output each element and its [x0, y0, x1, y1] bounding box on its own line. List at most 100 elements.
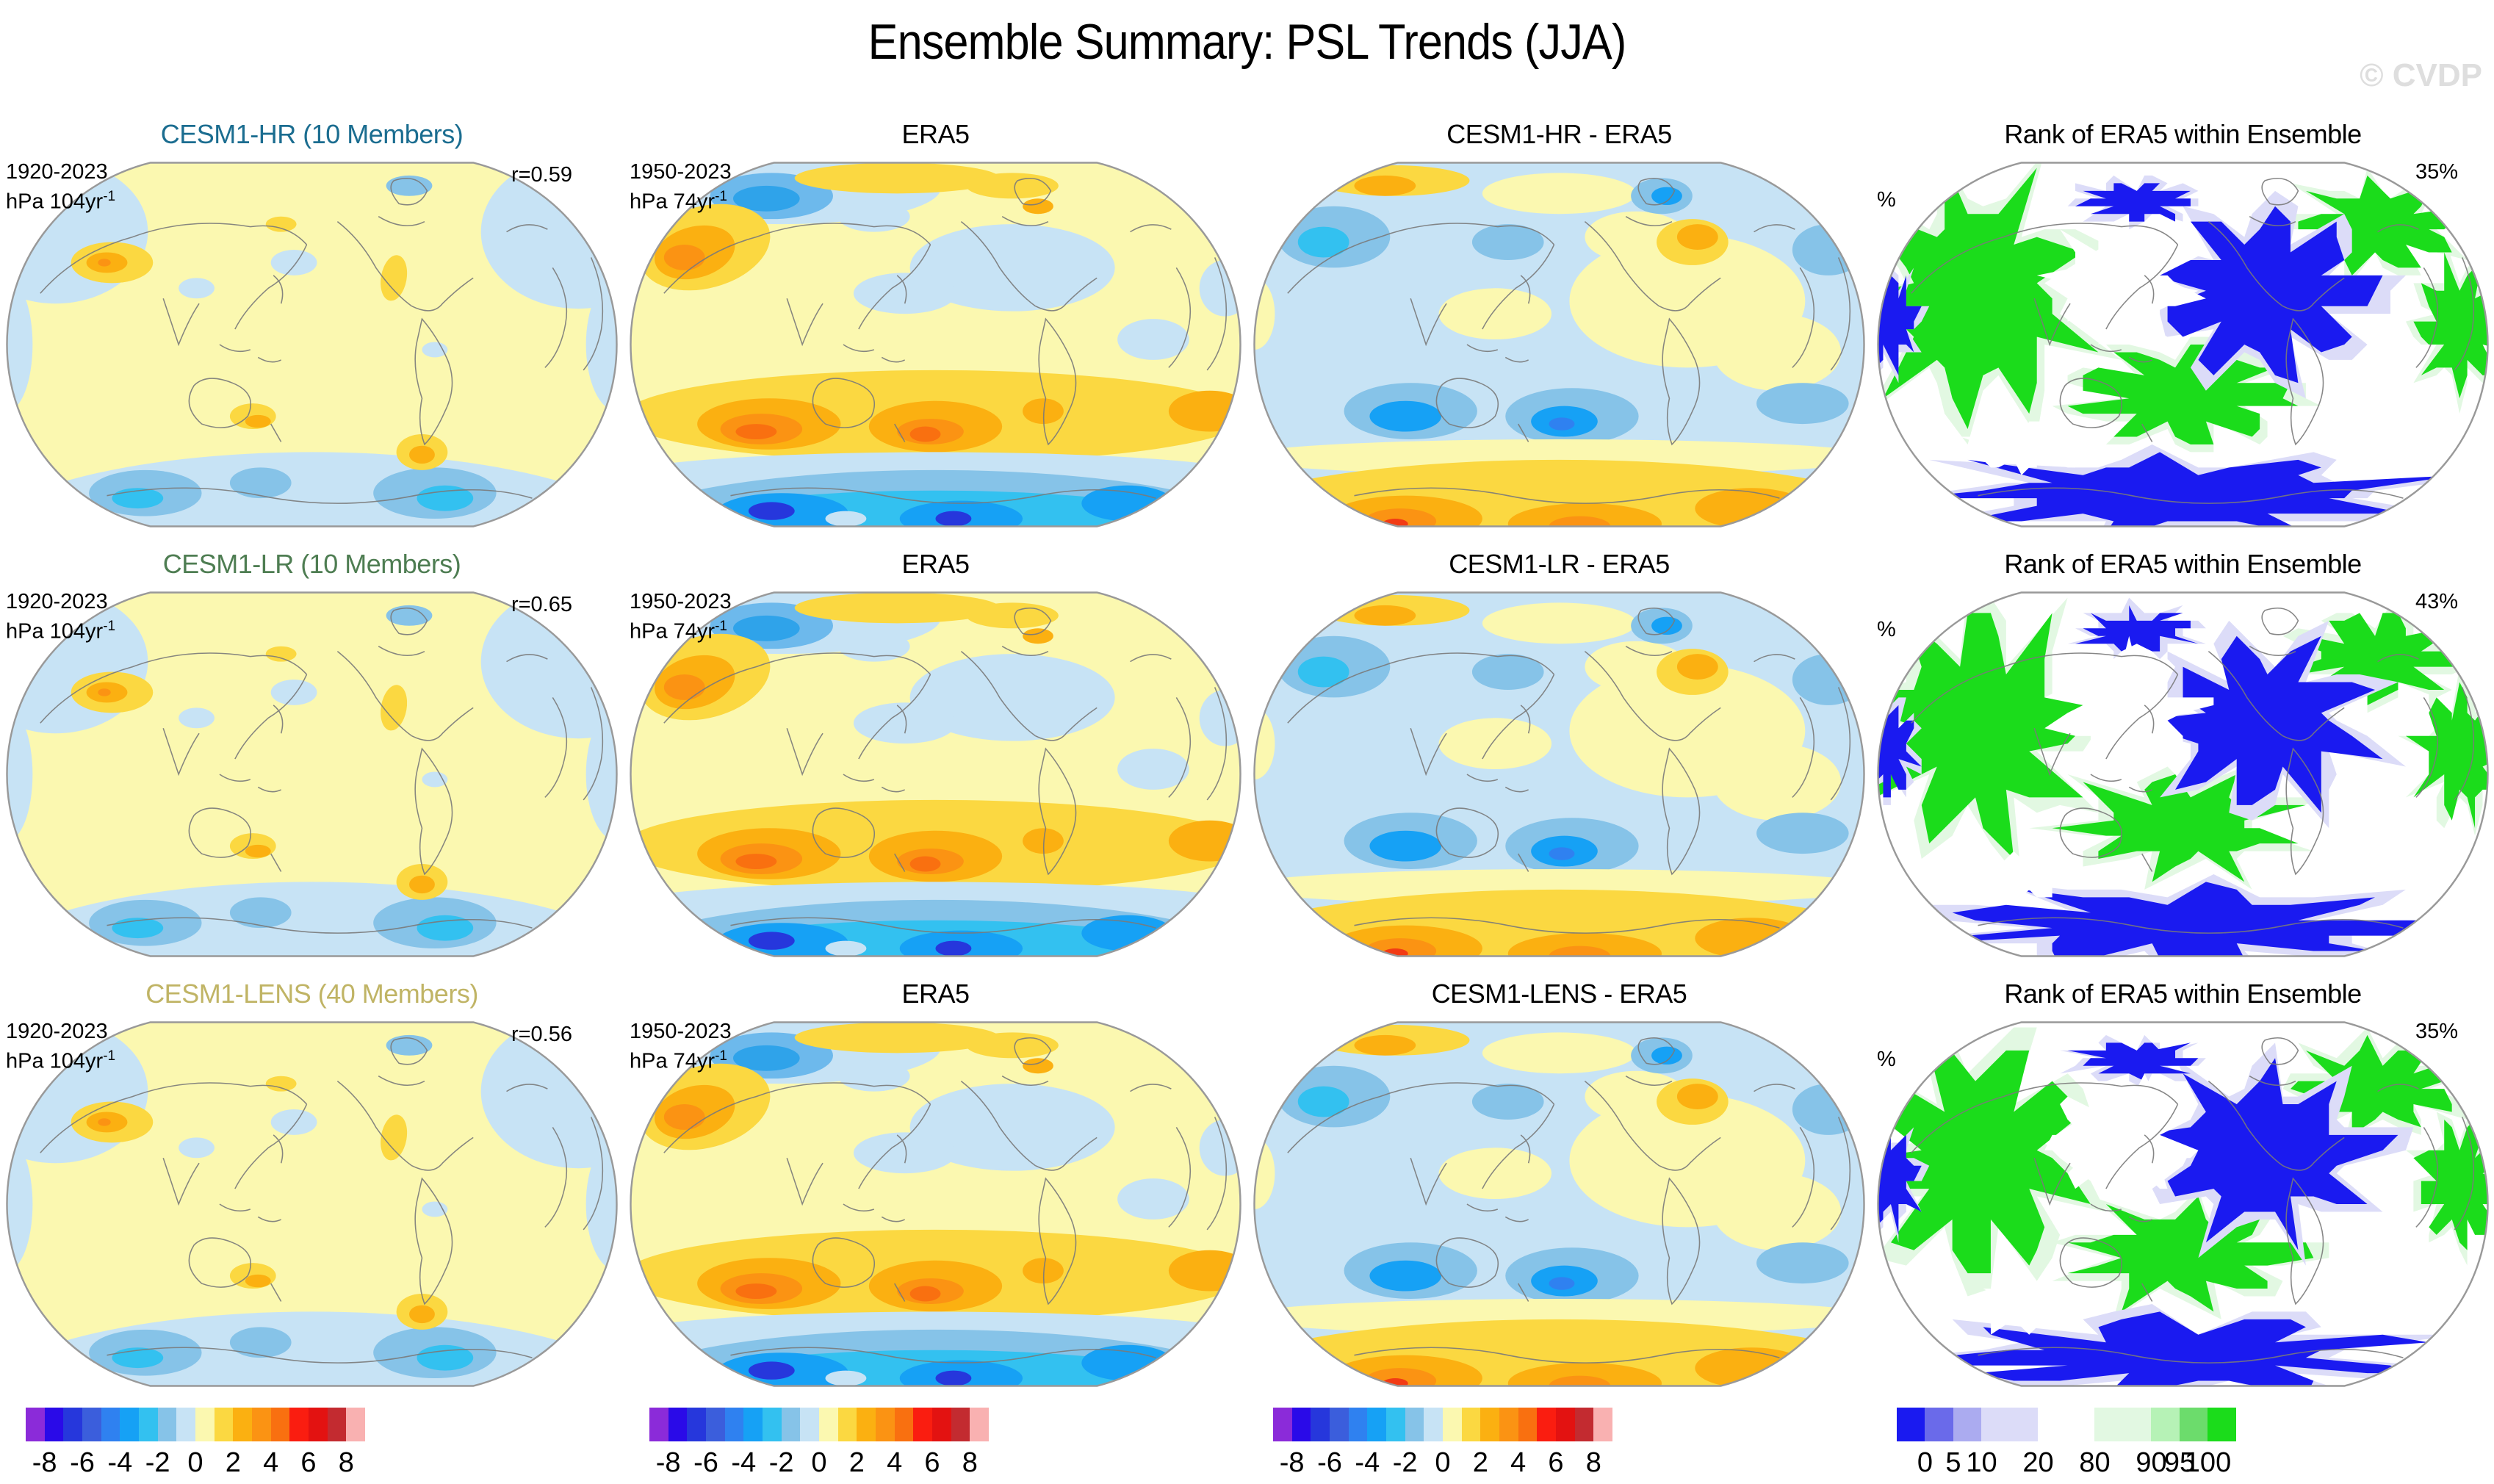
colorbar-tick-label: 8 — [962, 1447, 978, 1478]
trend-period-label: 1950-2023 — [630, 590, 732, 613]
colorbar-segment — [308, 1408, 328, 1441]
world-map-model-trend — [6, 591, 618, 957]
colorbar-segment — [743, 1408, 763, 1441]
colorbar-tick-label: -4 — [107, 1447, 133, 1478]
map-panel-r3c1: CESM1-LENS (40 Members) 1920-2023 hPa 104… — [0, 977, 624, 1407]
pattern-correlation-label: r=0.65 — [511, 593, 572, 616]
trend-period-label: 1950-2023 — [630, 160, 732, 184]
trend-period-label: 1950-2023 — [630, 1020, 732, 1043]
colorbar-segment — [913, 1408, 932, 1441]
panel-title: ERA5 — [901, 979, 970, 1009]
colorbar-segment — [1499, 1408, 1518, 1441]
colorbar-tick-label: -2 — [1392, 1447, 1418, 1478]
panel-title: CESM1-LR - ERA5 — [1449, 549, 1670, 579]
colorbar-segment — [26, 1408, 45, 1441]
rank-colorbar: 0 5 10 20 80 90 95 100 — [1897, 1408, 2236, 1478]
colorbar-segment — [195, 1408, 215, 1441]
colorbar-tick-label: 0 — [187, 1447, 203, 1478]
colorbar-segment — [931, 1408, 951, 1441]
colorbar-tick-label: 80 — [2079, 1447, 2111, 1478]
map-panel-r2c4: Rank of ERA5 within Ensemble % 43% — [1871, 547, 2494, 977]
trend-period-label: 1920-2023 — [6, 160, 108, 184]
colorbar-tick-label: 4 — [887, 1447, 903, 1478]
colorbar-segment — [781, 1408, 801, 1441]
colorbar-segment — [894, 1408, 914, 1441]
colorbar-tick-label: 2 — [848, 1447, 865, 1478]
panel-title: Rank of ERA5 within Ensemble — [2004, 979, 2362, 1009]
pattern-correlation-label: r=0.56 — [511, 1023, 572, 1046]
map-area — [628, 160, 1243, 529]
colorbar-segment — [346, 1408, 365, 1441]
map-panel-r3c3: CESM1-LENS - ERA5 — [1247, 977, 1871, 1407]
colorbar-tick-label: 8 — [1585, 1447, 1601, 1478]
colorbar-segment — [1981, 1408, 2039, 1441]
colorbar-segment — [44, 1408, 64, 1441]
map-panel-r3c4: Rank of ERA5 within Ensemble % 35% — [1871, 977, 2494, 1407]
trend-units-label: hPa 74yr-1 — [630, 619, 727, 644]
colorbar-tick-label: 2 — [225, 1447, 241, 1478]
trend-period-label: 1920-2023 — [6, 590, 108, 613]
map-area — [1875, 1020, 2490, 1388]
colorbar-tick-label: 6 — [300, 1447, 317, 1478]
panel-title: CESM1-LENS (40 Members) — [145, 979, 478, 1009]
trend-colorbar: -8 -6 -4 -2 0 2 4 6 8 — [1273, 1408, 1612, 1478]
rank-units-label: % — [1877, 188, 1896, 212]
colorbar-segment — [649, 1408, 668, 1441]
map-area — [4, 1020, 619, 1388]
colorbar-segment — [818, 1408, 838, 1441]
colorbar-segment — [1367, 1408, 1386, 1441]
colorbar-segment — [2151, 1408, 2180, 1441]
panel-title: Rank of ERA5 within Ensemble — [2004, 119, 2362, 149]
trend-units-label: hPa 104yr-1 — [6, 1048, 116, 1073]
colorbar-segment — [762, 1408, 782, 1441]
rank-percent-label: 43% — [2415, 590, 2458, 613]
trend-units-label: hPa 104yr-1 — [6, 189, 116, 214]
map-panel-r1c4: Rank of ERA5 within Ensemble % 35% — [1871, 118, 2494, 547]
colorbar-segment — [724, 1408, 744, 1441]
colorbar-segment — [1405, 1408, 1424, 1441]
colorbar-segment — [875, 1408, 895, 1441]
map-panel-r2c3: CESM1-LR - ERA5 — [1247, 547, 1871, 977]
map-area — [1252, 1020, 1867, 1388]
world-map-rank — [1877, 162, 2489, 527]
colorbar-tick-label: 8 — [338, 1447, 354, 1478]
world-map-model-trend — [6, 162, 618, 527]
world-map-diff — [1253, 1021, 1865, 1387]
colorbar-segment — [1424, 1408, 1443, 1441]
map-area — [4, 160, 619, 529]
trend-period-label: 1920-2023 — [6, 1020, 108, 1043]
colorbar-tick-label: -6 — [1317, 1447, 1342, 1478]
world-map-diff — [1253, 162, 1865, 527]
colorbar-segment — [1291, 1408, 1311, 1441]
map-area — [4, 590, 619, 959]
panel-title: ERA5 — [901, 549, 970, 579]
panel-title: CESM1-LENS - ERA5 — [1431, 979, 1687, 1009]
colorbar-tick-label: 0 — [1435, 1447, 1451, 1478]
map-panel-r2c1: CESM1-LR (10 Members) 1920-2023 hPa 104yr… — [0, 547, 624, 977]
colorbar-segment — [2179, 1408, 2208, 1441]
world-map-rank — [1877, 591, 2489, 957]
colorbar-tick-label: -2 — [768, 1447, 794, 1478]
colorbar-segment — [157, 1408, 177, 1441]
colorbar-segment — [1953, 1408, 1982, 1441]
colorbar-segment — [1461, 1408, 1481, 1441]
colorbar-segment — [1555, 1408, 1575, 1441]
colorbar-segment — [2094, 1408, 2152, 1441]
colorbar-segment — [1273, 1408, 1292, 1441]
colorbar-tick-label: -2 — [145, 1447, 170, 1478]
colorbar-segment — [1518, 1408, 1538, 1441]
colorbar-tick-label: -6 — [693, 1447, 718, 1478]
colorbar-tick-label: 20 — [2022, 1447, 2054, 1478]
colorbar-segment — [1480, 1408, 1499, 1441]
map-area — [1875, 160, 2490, 529]
map-area — [1875, 590, 2490, 959]
trend-units-label: hPa 104yr-1 — [6, 619, 116, 644]
rank-percent-label: 35% — [2415, 1020, 2458, 1043]
trend-units-label: hPa 74yr-1 — [630, 1048, 727, 1073]
colorbar-segment — [120, 1408, 139, 1441]
colorbar-tick-label: 2 — [1472, 1447, 1488, 1478]
world-map-diff — [1253, 591, 1865, 957]
colorbar-tick-label: 6 — [924, 1447, 940, 1478]
map-panel-r1c3: CESM1-HR - ERA5 — [1247, 118, 1871, 547]
map-panel-r2c2: ERA5 1950-2023 hPa 74yr-1 — [624, 547, 1247, 977]
